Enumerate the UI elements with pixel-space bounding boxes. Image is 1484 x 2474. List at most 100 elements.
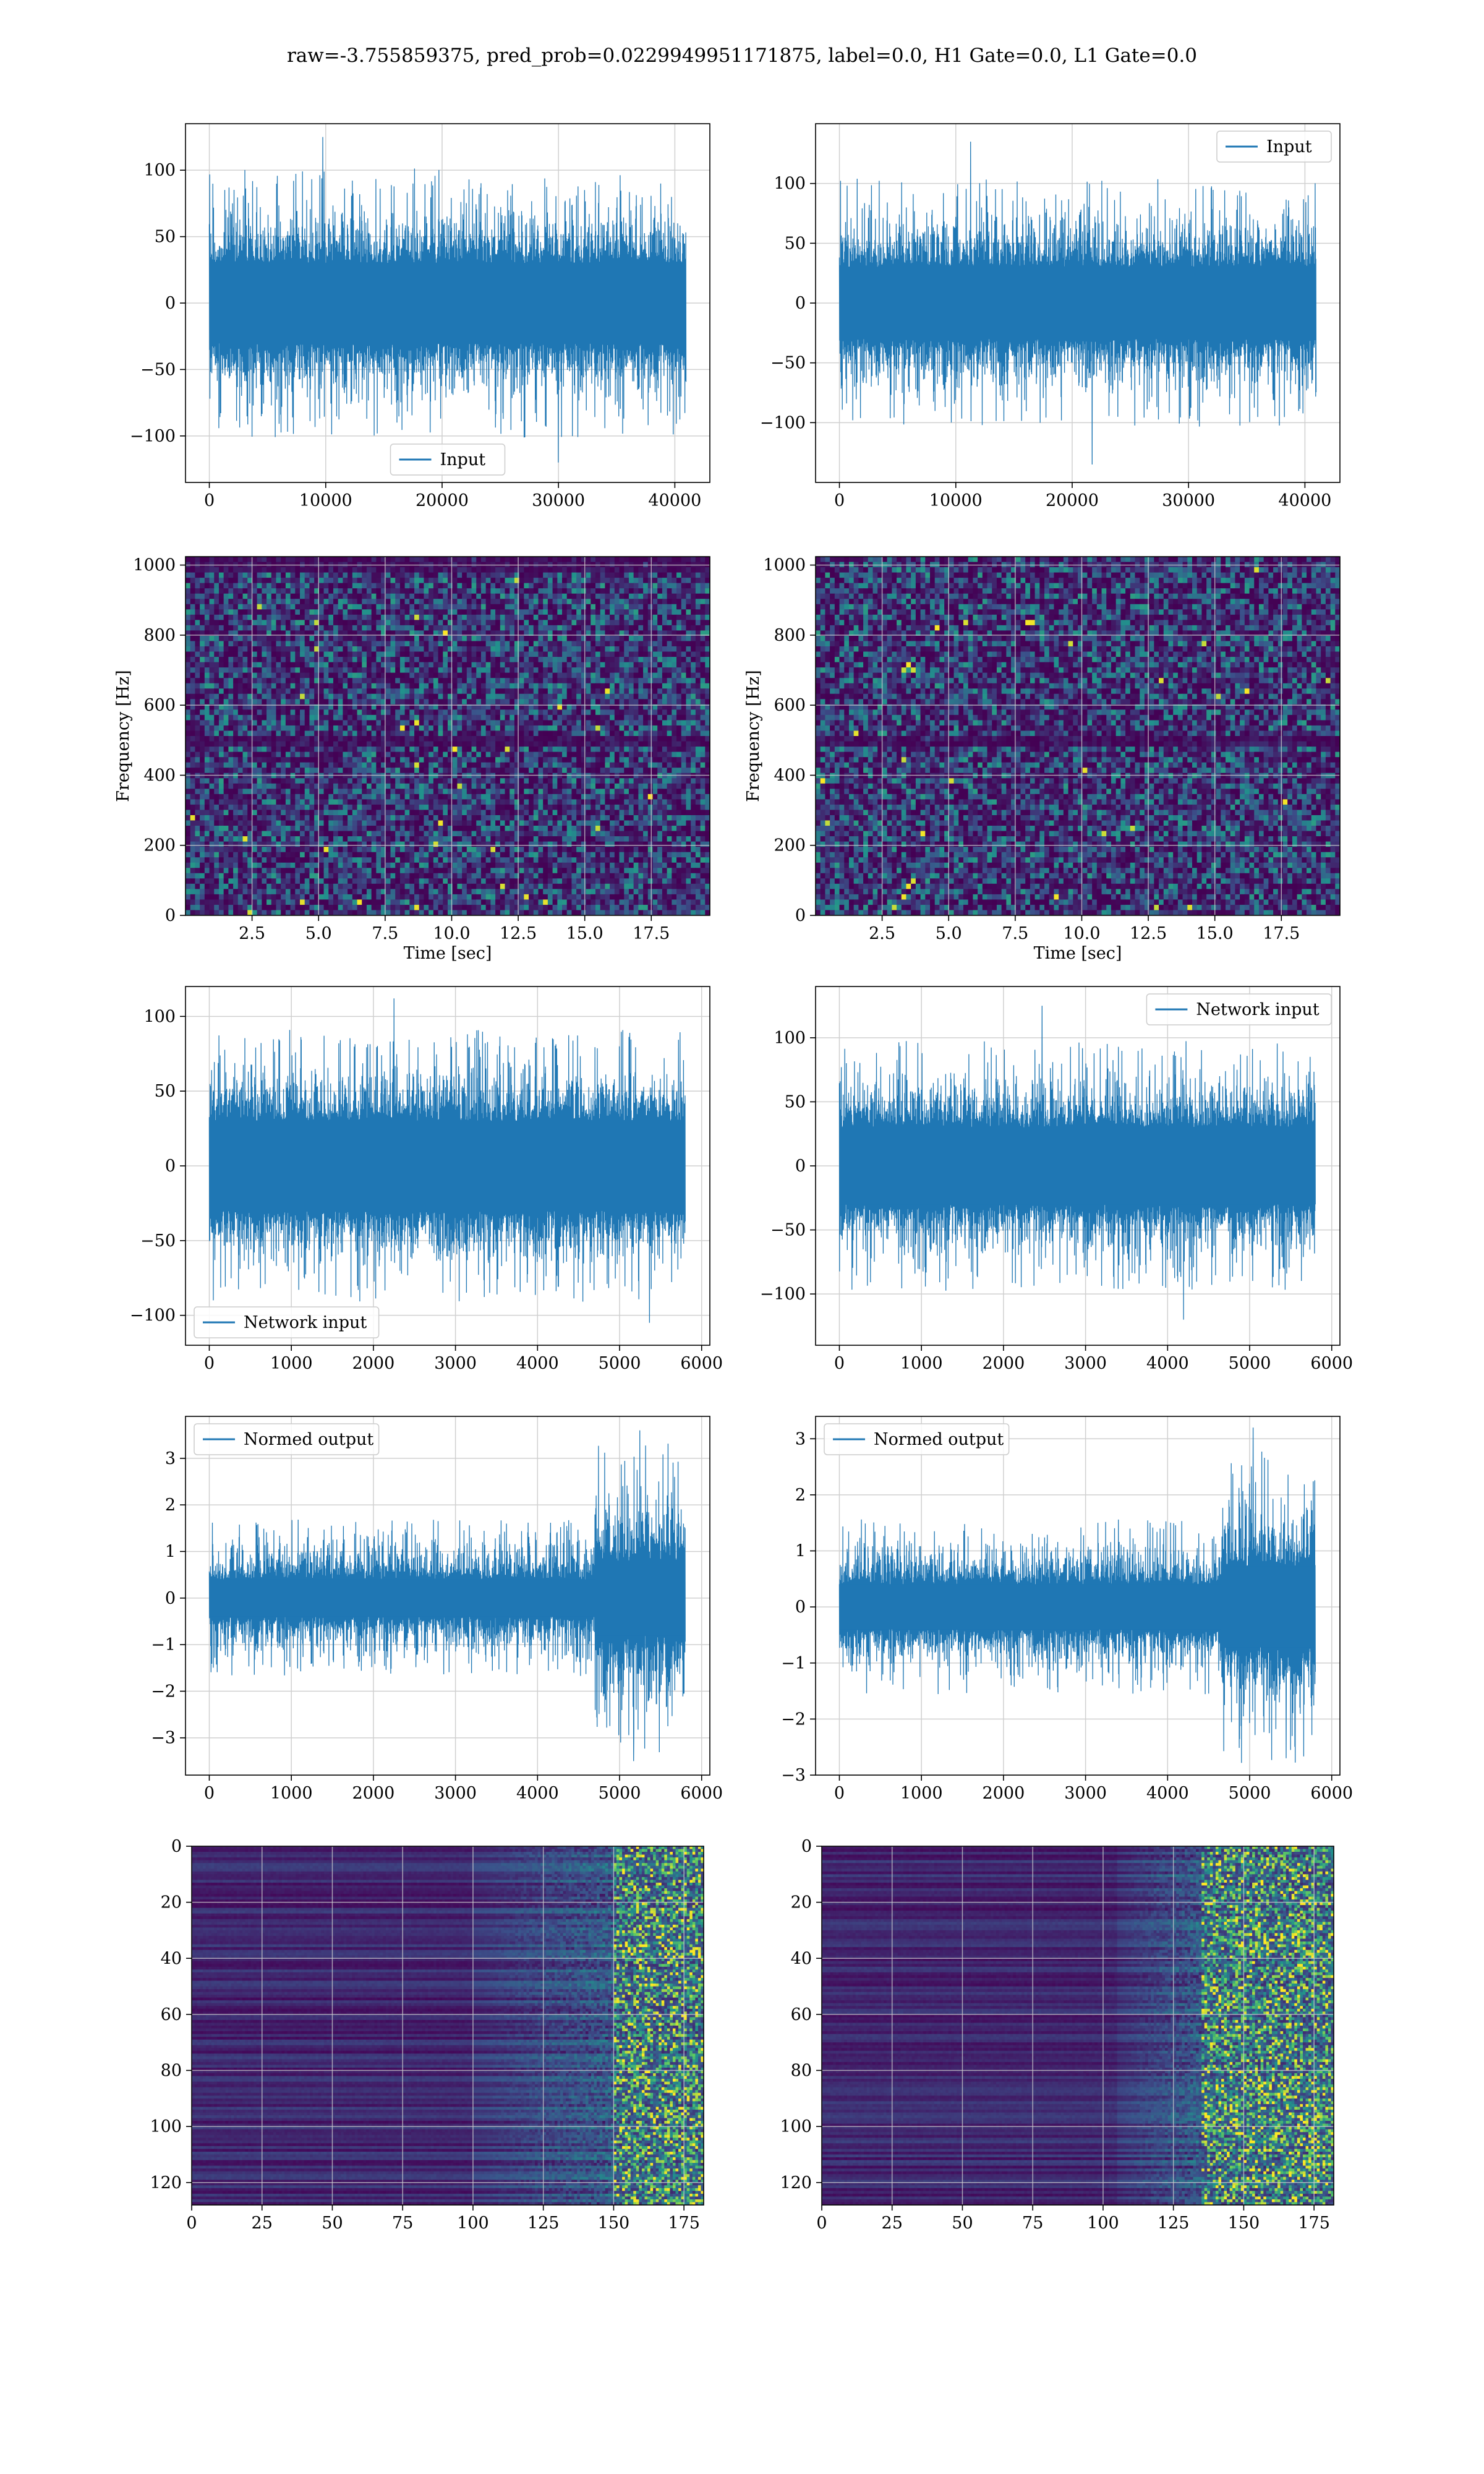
heatmap-cell	[514, 715, 519, 721]
heatmap-cell	[657, 557, 662, 562]
heatmap-cell	[553, 757, 558, 763]
heatmap-cell	[514, 747, 519, 752]
heatmap-cell	[305, 615, 310, 620]
heatmap-cell	[543, 752, 548, 758]
heatmap-cell	[419, 757, 424, 763]
heatmap-cell	[186, 573, 190, 578]
heatmap-cell	[267, 742, 271, 747]
heatmap-cell	[595, 646, 600, 652]
heatmap-cell	[429, 763, 433, 768]
heatmap-cell	[433, 578, 438, 583]
heatmap-cell	[562, 773, 567, 779]
heatmap-cell	[557, 736, 562, 742]
heatmap-cell	[657, 773, 662, 779]
heatmap-cell	[610, 599, 615, 604]
heatmap-cell	[390, 646, 395, 652]
heatmap-cell	[300, 747, 305, 752]
heatmap-cell	[414, 768, 419, 773]
heatmap-cell	[567, 778, 572, 784]
heatmap-cell	[529, 583, 534, 589]
heatmap-cell	[543, 567, 548, 573]
heatmap-cell	[438, 742, 443, 747]
heatmap-cell	[538, 784, 543, 789]
heatmap-cell	[476, 688, 481, 694]
heatmap-cell	[591, 573, 595, 578]
heatmap-cell	[586, 726, 591, 731]
heatmap-cell	[490, 747, 495, 752]
heatmap-cell	[348, 757, 352, 763]
heatmap-cell	[190, 625, 195, 631]
heatmap-cell	[610, 683, 615, 689]
heatmap-cell	[538, 709, 543, 715]
heatmap-cell	[233, 752, 238, 758]
heatmap-cell	[500, 736, 505, 742]
heatmap-cell	[524, 609, 529, 615]
heatmap-cell	[195, 768, 200, 773]
heatmap-cell	[295, 694, 300, 700]
heatmap-cell	[400, 730, 405, 736]
heatmap-cell	[286, 567, 291, 573]
heatmap-cell	[224, 773, 229, 779]
heatmap-cell	[243, 673, 248, 678]
heatmap-cell	[519, 588, 524, 594]
heatmap-cell	[691, 583, 696, 589]
heatmap-cell	[362, 715, 367, 721]
heatmap-cell	[262, 646, 267, 652]
heatmap-cell	[686, 709, 691, 715]
heatmap-cell	[300, 789, 305, 794]
heatmap-cell	[519, 715, 524, 721]
heatmap-cell	[414, 694, 419, 700]
heatmap-cell	[672, 604, 676, 610]
figure-title: raw=-3.755859375, pred_prob=0.0229949951…	[287, 45, 1197, 67]
heatmap-cell	[467, 763, 472, 768]
heatmap-cell	[457, 694, 462, 700]
heatmap-cell	[472, 573, 477, 578]
heatmap-cell	[500, 620, 505, 625]
heatmap-cell	[443, 578, 448, 583]
heatmap-cell	[305, 699, 310, 704]
heatmap-cell	[300, 573, 305, 578]
heatmap-cell	[305, 763, 310, 768]
heatmap-cell	[238, 609, 243, 615]
heatmap-cell	[701, 699, 706, 704]
heatmap-cell	[186, 615, 190, 620]
heatmap-cell	[534, 636, 539, 641]
heatmap-cell	[605, 688, 610, 694]
heatmap-cell	[300, 709, 305, 715]
heatmap-cell	[524, 646, 529, 652]
heatmap-cell	[252, 726, 257, 731]
heatmap-cell	[424, 641, 429, 646]
heatmap-cell	[210, 646, 215, 652]
heatmap-cell	[190, 673, 195, 678]
heatmap-cell	[600, 578, 605, 583]
heatmap-cell	[591, 699, 595, 704]
heatmap-cell	[620, 773, 625, 779]
heatmap-cell	[696, 784, 701, 789]
heatmap-cell	[543, 625, 548, 631]
heatmap-cell	[538, 673, 543, 678]
heatmap-cell	[295, 720, 300, 726]
heatmap-cell	[453, 778, 458, 784]
heatmap-cell	[271, 720, 276, 726]
heatmap-cell	[395, 583, 400, 589]
heatmap-cell	[429, 699, 433, 704]
heatmap-cell	[372, 715, 377, 721]
heatmap-cell	[615, 625, 620, 631]
heatmap-cell	[400, 657, 405, 662]
heatmap-cell	[534, 667, 539, 673]
heatmap-cell	[400, 699, 405, 704]
heatmap-cell	[514, 662, 519, 668]
heatmap-cell	[291, 747, 296, 752]
heatmap-cell	[486, 763, 491, 768]
heatmap-cell	[286, 778, 291, 784]
heatmap-cell	[676, 615, 681, 620]
heatmap-cell	[205, 583, 210, 589]
heatmap-cell	[505, 625, 510, 631]
heatmap-cell	[620, 736, 625, 742]
heatmap-cell	[419, 742, 424, 747]
heatmap-cell	[571, 742, 576, 747]
heatmap-cell	[291, 699, 296, 704]
heatmap-cell	[205, 784, 210, 789]
heatmap-cell	[624, 699, 629, 704]
heatmap-cell	[548, 578, 553, 583]
